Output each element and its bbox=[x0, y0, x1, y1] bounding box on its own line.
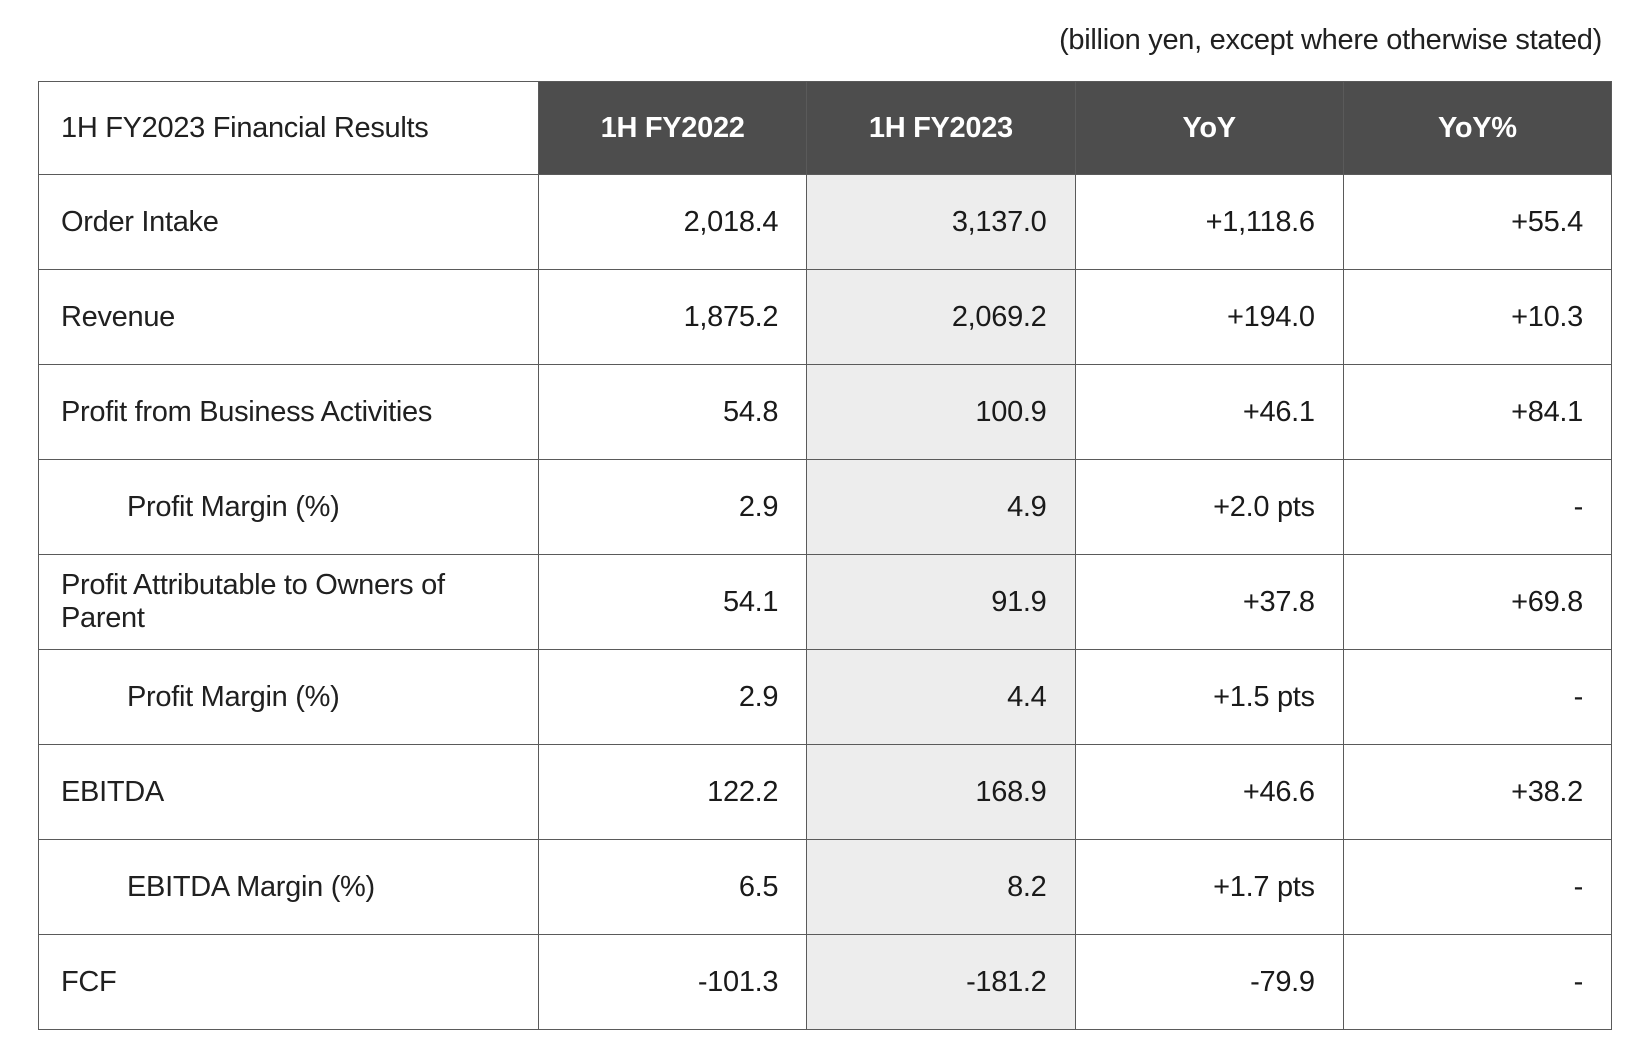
cell-value: - bbox=[1343, 460, 1611, 555]
table-row: Profit Margin (%)2.94.9+2.0 pts- bbox=[39, 460, 1612, 555]
cell-value: 8.2 bbox=[807, 840, 1075, 935]
cell-value: -101.3 bbox=[539, 935, 807, 1030]
cell-value: 4.9 bbox=[807, 460, 1075, 555]
table-row: EBITDA Margin (%)6.58.2+1.7 pts- bbox=[39, 840, 1612, 935]
table-row: Revenue1,875.22,069.2+194.0+10.3 bbox=[39, 270, 1612, 365]
row-label: Profit Attributable to Owners of Parent bbox=[39, 555, 539, 650]
cell-value: +55.4 bbox=[1343, 175, 1611, 270]
cell-value: 2,069.2 bbox=[807, 270, 1075, 365]
header-col-1h-fy2022: 1H FY2022 bbox=[539, 82, 807, 175]
cell-value: +1,118.6 bbox=[1075, 175, 1343, 270]
financial-results-table: 1H FY2023 Financial Results 1H FY2022 1H… bbox=[38, 81, 1612, 1030]
row-label: FCF bbox=[39, 935, 539, 1030]
cell-value: - bbox=[1343, 650, 1611, 745]
cell-value: +1.7 pts bbox=[1075, 840, 1343, 935]
cell-value: 2.9 bbox=[539, 460, 807, 555]
cell-value: +1.5 pts bbox=[1075, 650, 1343, 745]
cell-value: - bbox=[1343, 840, 1611, 935]
cell-value: 122.2 bbox=[539, 745, 807, 840]
table-row: FCF-101.3-181.2-79.9- bbox=[39, 935, 1612, 1030]
cell-value: +194.0 bbox=[1075, 270, 1343, 365]
table-row: Profit Margin (%)2.94.4+1.5 pts- bbox=[39, 650, 1612, 745]
cell-value: +37.8 bbox=[1075, 555, 1343, 650]
cell-value: 54.8 bbox=[539, 365, 807, 460]
cell-value: 3,137.0 bbox=[807, 175, 1075, 270]
cell-value: 91.9 bbox=[807, 555, 1075, 650]
units-note: (billion yen, except where otherwise sta… bbox=[38, 24, 1612, 57]
cell-value: - bbox=[1343, 935, 1611, 1030]
table-row: EBITDA122.2168.9+46.6+38.2 bbox=[39, 745, 1612, 840]
cell-value: +2.0 pts bbox=[1075, 460, 1343, 555]
row-label: EBITDA bbox=[39, 745, 539, 840]
row-label: Revenue bbox=[39, 270, 539, 365]
row-label: EBITDA Margin (%) bbox=[39, 840, 539, 935]
cell-value: 1,875.2 bbox=[539, 270, 807, 365]
cell-value: 6.5 bbox=[539, 840, 807, 935]
table-row: Profit from Business Activities54.8100.9… bbox=[39, 365, 1612, 460]
row-label: Profit Margin (%) bbox=[39, 650, 539, 745]
cell-value: -79.9 bbox=[1075, 935, 1343, 1030]
cell-value: 2,018.4 bbox=[539, 175, 807, 270]
cell-value: 100.9 bbox=[807, 365, 1075, 460]
cell-value: 4.4 bbox=[807, 650, 1075, 745]
cell-value: +84.1 bbox=[1343, 365, 1611, 460]
header-row-label: 1H FY2023 Financial Results bbox=[39, 82, 539, 175]
cell-value: +46.6 bbox=[1075, 745, 1343, 840]
row-label: Order Intake bbox=[39, 175, 539, 270]
cell-value: +10.3 bbox=[1343, 270, 1611, 365]
row-label: Profit from Business Activities bbox=[39, 365, 539, 460]
cell-value: +46.1 bbox=[1075, 365, 1343, 460]
header-col-yoy-pct: YoY% bbox=[1343, 82, 1611, 175]
table-row: Order Intake2,018.43,137.0+1,118.6+55.4 bbox=[39, 175, 1612, 270]
cell-value: 2.9 bbox=[539, 650, 807, 745]
cell-value: +38.2 bbox=[1343, 745, 1611, 840]
table-header-row: 1H FY2023 Financial Results 1H FY2022 1H… bbox=[39, 82, 1612, 175]
header-col-yoy: YoY bbox=[1075, 82, 1343, 175]
cell-value: 168.9 bbox=[807, 745, 1075, 840]
cell-value: +69.8 bbox=[1343, 555, 1611, 650]
cell-value: -181.2 bbox=[807, 935, 1075, 1030]
table-row: Profit Attributable to Owners of Parent5… bbox=[39, 555, 1612, 650]
header-col-1h-fy2023: 1H FY2023 bbox=[807, 82, 1075, 175]
cell-value: 54.1 bbox=[539, 555, 807, 650]
row-label: Profit Margin (%) bbox=[39, 460, 539, 555]
